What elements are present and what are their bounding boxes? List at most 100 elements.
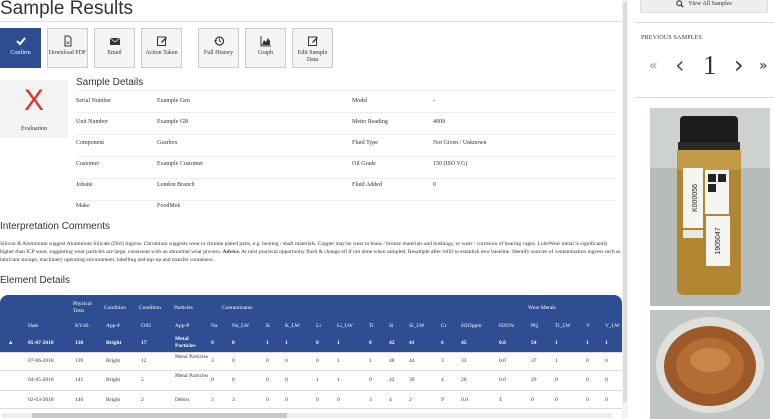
column-header[interactable]: K bbox=[266, 323, 270, 329]
table-cell: 0 bbox=[605, 377, 608, 383]
table-cell: 37 bbox=[531, 358, 537, 364]
group-header: Condition bbox=[139, 305, 162, 311]
email-button[interactable]: Email bbox=[94, 28, 135, 68]
column-header[interactable]: Li_LW bbox=[337, 323, 353, 329]
table-cell: 0 bbox=[266, 358, 269, 364]
person-icon: ▲ bbox=[8, 340, 14, 346]
table-cell: 0 bbox=[586, 397, 589, 403]
table-header: Physical Tests Condition Condition Parti… bbox=[0, 295, 622, 335]
sample-details-heading: Sample Details bbox=[76, 77, 144, 88]
column-header[interactable]: Na bbox=[211, 323, 218, 329]
pager-last-button[interactable]: » bbox=[759, 58, 768, 74]
search-icon bbox=[676, 0, 684, 8]
table-cell: 4 bbox=[389, 397, 392, 403]
column-header[interactable]: App-P bbox=[175, 323, 190, 329]
graph-button[interactable]: Graph bbox=[245, 28, 286, 68]
confirm-label: Confirm bbox=[10, 50, 31, 56]
table-cell: 42 bbox=[389, 340, 395, 346]
group-header: Condition bbox=[104, 305, 127, 311]
detail-label: Make bbox=[76, 203, 90, 209]
table-cell: 33 bbox=[461, 358, 467, 364]
pager-next-button[interactable]: › bbox=[734, 51, 744, 79]
table-cell: 07-06-2018 bbox=[28, 358, 54, 364]
group-header: Physical Tests bbox=[73, 301, 92, 314]
detail-value: London Branch bbox=[157, 182, 195, 188]
column-header[interactable]: K_LW bbox=[285, 323, 300, 329]
column-header[interactable]: OXI bbox=[141, 323, 151, 329]
column-header[interactable]: Na_LW bbox=[232, 323, 250, 329]
table-cell: 0 bbox=[316, 340, 319, 346]
table-cell: 0 bbox=[266, 397, 269, 403]
table-cell: 4 bbox=[441, 377, 444, 383]
divider bbox=[635, 97, 774, 98]
confirm-button[interactable]: Confirm bbox=[0, 28, 41, 68]
column-header[interactable]: PQ bbox=[531, 323, 539, 329]
table-cell: 0 bbox=[369, 340, 372, 346]
table-cell: 0 bbox=[266, 377, 269, 383]
detail-value: FoodMek bbox=[157, 203, 181, 209]
previous-samples-label: PREVIOUS SAMPLES bbox=[641, 35, 703, 41]
table-cell: Metal Particles bbox=[175, 373, 209, 379]
column-header[interactable]: Li bbox=[316, 323, 321, 329]
divider bbox=[0, 21, 628, 22]
table-cell: 1 bbox=[555, 340, 558, 346]
table-cell: Metal Particles bbox=[175, 336, 196, 349]
horizontal-scrollbar[interactable] bbox=[2, 413, 612, 418]
pager-prev-button[interactable]: ‹ bbox=[675, 51, 685, 79]
table-cell: 2 bbox=[409, 397, 412, 403]
edit-sample-data-button[interactable]: Edit Sample Data bbox=[292, 28, 333, 68]
table-cell: 1 bbox=[369, 358, 372, 364]
view-all-samples-button[interactable]: View All Samples bbox=[640, 0, 768, 13]
detail-label: Jobsite bbox=[76, 182, 93, 188]
table-cell: 0 bbox=[555, 377, 558, 383]
full-history-button[interactable]: Full History bbox=[198, 28, 239, 68]
action-taken-button[interactable]: Action Taken bbox=[141, 28, 182, 68]
table-row[interactable]: 02-03-2018 140 Bright 2 Debris 3 3 0 0 0… bbox=[0, 391, 622, 409]
table-cell: 140 bbox=[75, 397, 84, 403]
table-cell: 04-05-2018 bbox=[28, 377, 54, 383]
table-cell: 1 bbox=[605, 340, 608, 346]
column-header[interactable]: Ti_LW bbox=[555, 323, 571, 329]
column-header[interactable]: H2Oppm bbox=[461, 323, 482, 329]
table-cell: 0 bbox=[285, 377, 288, 383]
column-header[interactable]: V_LW bbox=[605, 323, 620, 329]
column-header[interactable]: Si bbox=[389, 323, 394, 329]
column-header[interactable]: KV40 bbox=[75, 323, 89, 329]
pager-first-button[interactable]: « bbox=[649, 58, 658, 74]
detail-label: Unit Number bbox=[76, 119, 108, 125]
download-pdf-button[interactable]: Download PDF bbox=[47, 28, 88, 68]
table-cell: 0 bbox=[232, 377, 235, 383]
interpretation-body: Silicon & Aluminium suggest Aluminium Si… bbox=[0, 241, 608, 255]
column-header[interactable]: H2O% bbox=[499, 323, 515, 329]
scrollbar-thumb[interactable] bbox=[623, 2, 627, 402]
group-header: Contaminants bbox=[222, 305, 253, 311]
full-history-label: Full History bbox=[203, 50, 234, 56]
column-header[interactable]: Si_LW bbox=[409, 323, 425, 329]
column-header[interactable]: Cr bbox=[441, 323, 447, 329]
column-header[interactable]: V bbox=[586, 323, 590, 329]
table-row[interactable]: 04-05-2018 141 Bright 5 Metal Particles … bbox=[0, 371, 622, 391]
edit-icon bbox=[142, 35, 181, 47]
detail-label: Oil Grade bbox=[352, 161, 376, 167]
detail-value: 0 bbox=[433, 182, 436, 188]
column-header[interactable]: Date bbox=[28, 323, 39, 329]
detail-label: Customer bbox=[76, 161, 100, 167]
table-cell: 0 bbox=[337, 397, 340, 403]
scrollbar-thumb[interactable] bbox=[32, 413, 287, 418]
table-cell: 6 bbox=[441, 340, 444, 346]
table-cell: 0 bbox=[586, 358, 589, 364]
page-title: Sample Results bbox=[0, 0, 134, 19]
sample-bottle-photo: K000056 1905047 bbox=[650, 108, 770, 306]
column-header[interactable]: Ti bbox=[369, 323, 374, 329]
table-cell: 3 bbox=[369, 397, 372, 403]
table-cell: 0 bbox=[555, 397, 558, 403]
detail-label: Fluid Type bbox=[352, 140, 378, 146]
vertical-scrollbar[interactable] bbox=[622, 0, 628, 419]
table-row[interactable]: 07-06-2018 139 Bright 12 Metal Particles… bbox=[0, 353, 622, 371]
divider bbox=[76, 200, 616, 201]
detail-label: Serial Number bbox=[76, 98, 112, 104]
table-cell: 48 bbox=[389, 358, 395, 364]
table-cell: 9 bbox=[441, 397, 444, 403]
table-row[interactable]: ▲ 05-07-2018 138 Bright 17 Metal Particl… bbox=[0, 335, 622, 353]
column-header[interactable]: App-F bbox=[106, 323, 121, 329]
